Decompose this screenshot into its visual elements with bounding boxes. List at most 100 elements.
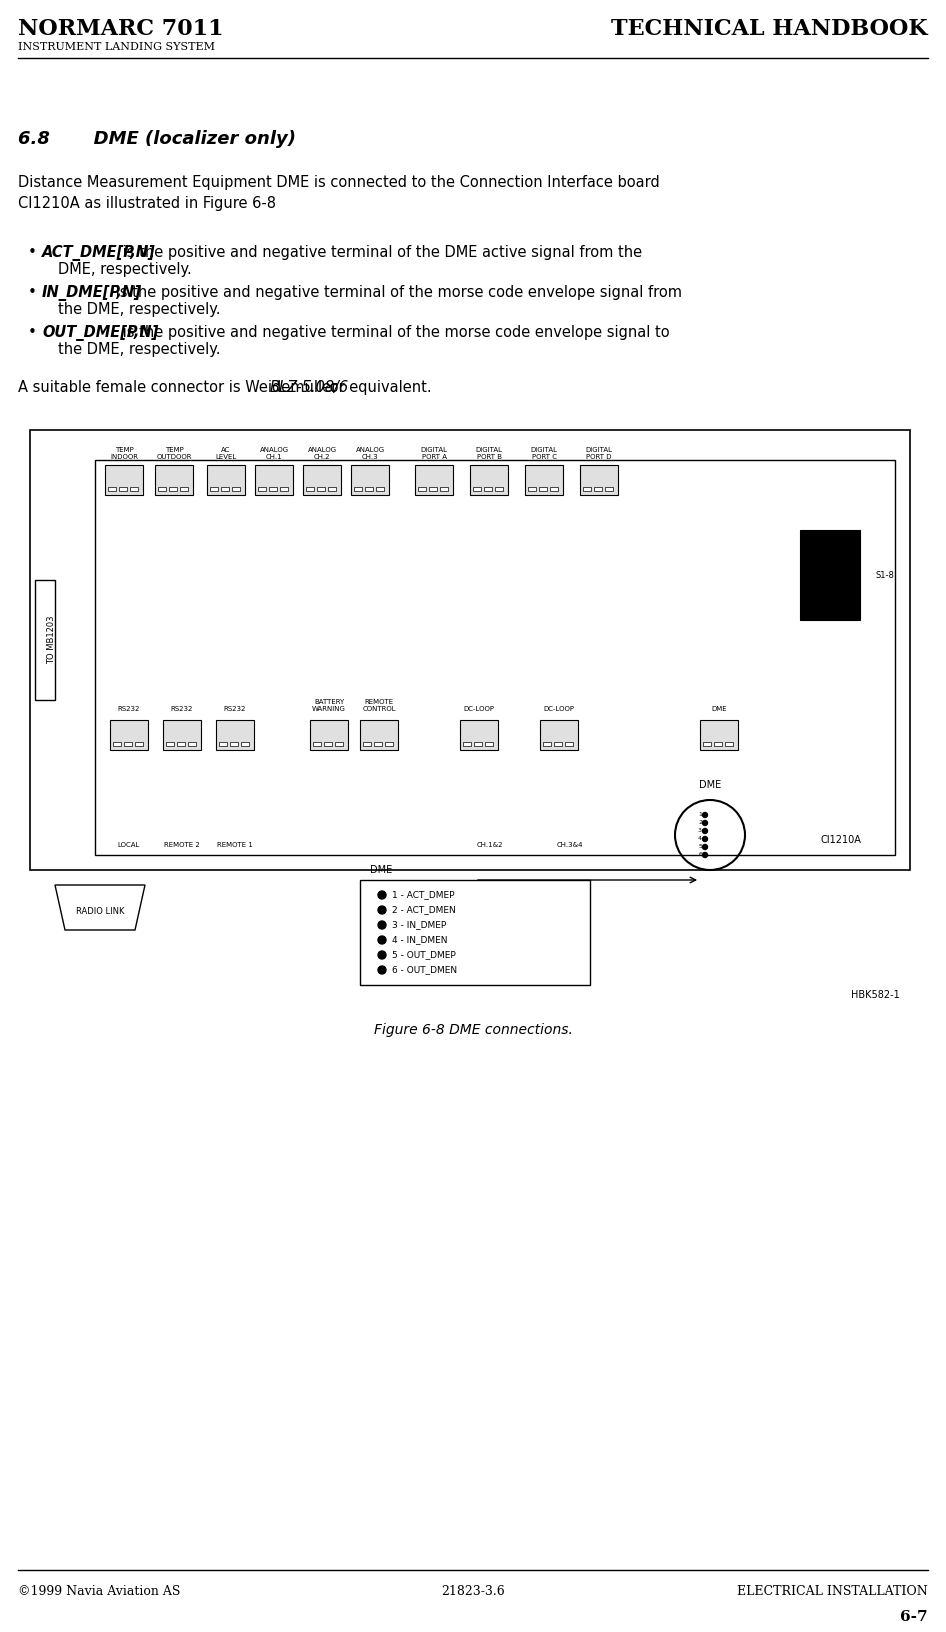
Bar — [230, 743, 238, 746]
Bar — [313, 743, 321, 746]
Bar — [317, 486, 325, 491]
Circle shape — [378, 951, 386, 960]
Bar — [258, 486, 266, 491]
Bar — [354, 486, 362, 491]
Text: 1 - ACT_DMEP: 1 - ACT_DMEP — [392, 891, 454, 899]
Text: 2 - ACT_DMEN: 2 - ACT_DMEN — [392, 906, 456, 914]
Text: RS232: RS232 — [171, 707, 193, 712]
Text: is the positive and negative terminal of the DME active signal from the: is the positive and negative terminal of… — [117, 245, 641, 259]
Text: TECHNICAL HANDBOOK: TECHNICAL HANDBOOK — [611, 18, 928, 41]
Bar — [280, 486, 288, 491]
Bar — [605, 486, 613, 491]
Text: 21823-3.6: 21823-3.6 — [441, 1585, 505, 1598]
Bar — [188, 743, 196, 746]
Bar — [124, 743, 132, 746]
Text: 6-7: 6-7 — [901, 1611, 928, 1624]
Text: TO MB1203: TO MB1203 — [47, 615, 57, 664]
Circle shape — [378, 891, 386, 899]
Text: DIGITAL
PORT D: DIGITAL PORT D — [586, 447, 612, 460]
Text: 1: 1 — [698, 813, 702, 818]
Bar — [539, 486, 547, 491]
Bar — [180, 486, 188, 491]
Text: 4 - IN_DMEN: 4 - IN_DMEN — [392, 935, 447, 945]
Bar — [460, 720, 498, 751]
Bar — [485, 743, 493, 746]
Bar — [95, 460, 895, 855]
Bar — [110, 720, 148, 751]
Text: ANALOG
CH.1: ANALOG CH.1 — [259, 447, 289, 460]
Bar — [528, 486, 536, 491]
Bar — [484, 486, 492, 491]
Bar — [216, 720, 254, 751]
Bar — [714, 743, 722, 746]
Text: DME: DME — [699, 780, 721, 790]
Text: or equivalent.: or equivalent. — [324, 380, 431, 395]
Text: ELECTRICAL INSTALLATION: ELECTRICAL INSTALLATION — [737, 1585, 928, 1598]
Bar — [474, 743, 482, 746]
Polygon shape — [55, 885, 145, 930]
Text: IN_DME[P,N]: IN_DME[P,N] — [42, 286, 142, 300]
Bar — [30, 429, 910, 870]
Bar — [365, 486, 373, 491]
Bar — [310, 720, 348, 751]
Text: ©1999 Navia Aviation AS: ©1999 Navia Aviation AS — [18, 1585, 181, 1598]
Text: DME: DME — [711, 707, 727, 712]
Bar — [360, 720, 398, 751]
Text: OUT_DME[P,N]: OUT_DME[P,N] — [42, 325, 158, 341]
Text: S1-8: S1-8 — [875, 571, 894, 579]
Text: DIGITAL
PORT A: DIGITAL PORT A — [421, 447, 447, 460]
Bar — [703, 743, 711, 746]
Bar — [351, 465, 389, 494]
Circle shape — [378, 937, 386, 943]
Text: RS232: RS232 — [118, 707, 140, 712]
Bar — [155, 465, 193, 494]
Text: HBK582-1: HBK582-1 — [851, 991, 900, 1000]
Circle shape — [378, 966, 386, 974]
Text: 6 - OUT_DMEN: 6 - OUT_DMEN — [392, 966, 457, 974]
Bar — [210, 486, 218, 491]
Circle shape — [703, 852, 708, 857]
Bar — [269, 486, 277, 491]
Bar — [166, 743, 174, 746]
Bar — [255, 465, 293, 494]
Text: BATTERY
WARNING: BATTERY WARNING — [312, 698, 346, 712]
Text: DME, respectively.: DME, respectively. — [58, 263, 192, 277]
Bar — [169, 486, 177, 491]
Bar — [241, 743, 249, 746]
Bar — [113, 743, 121, 746]
Circle shape — [703, 829, 708, 834]
Text: 6: 6 — [698, 852, 702, 857]
Bar — [374, 743, 382, 746]
Text: 5 - OUT_DMEP: 5 - OUT_DMEP — [392, 950, 456, 960]
Text: •: • — [28, 286, 37, 300]
Text: 3: 3 — [698, 829, 702, 834]
Text: ANALOG
CH.3: ANALOG CH.3 — [356, 447, 385, 460]
Bar — [328, 486, 336, 491]
Text: REMOTE 1: REMOTE 1 — [217, 842, 253, 849]
Text: RADIO LINK: RADIO LINK — [76, 907, 124, 917]
Bar — [335, 743, 343, 746]
Text: REMOTE
CONTROL: REMOTE CONTROL — [362, 698, 395, 712]
Bar — [119, 486, 127, 491]
Text: 4: 4 — [698, 837, 702, 842]
Bar — [473, 486, 481, 491]
Text: NORMARC 7011: NORMARC 7011 — [18, 18, 223, 41]
Text: ACT_DME[P,N]: ACT_DME[P,N] — [42, 245, 156, 261]
Text: REMOTE 2: REMOTE 2 — [164, 842, 200, 849]
Bar — [363, 743, 371, 746]
Bar — [725, 743, 733, 746]
Circle shape — [378, 920, 386, 929]
Bar — [232, 486, 240, 491]
Bar — [583, 486, 591, 491]
Bar — [550, 486, 558, 491]
Text: CH.1&2: CH.1&2 — [477, 842, 503, 849]
Bar — [207, 465, 245, 494]
Bar — [594, 486, 602, 491]
Text: A suitable female connector is Weidemüller: A suitable female connector is Weidemüll… — [18, 380, 342, 395]
Text: Distance Measurement Equipment DME is connected to the Connection Interface boar: Distance Measurement Equipment DME is co… — [18, 175, 659, 211]
Bar — [177, 743, 185, 746]
Bar — [158, 486, 166, 491]
Text: 5: 5 — [698, 844, 702, 850]
Bar — [385, 743, 393, 746]
Text: LOCAL: LOCAL — [118, 842, 140, 849]
